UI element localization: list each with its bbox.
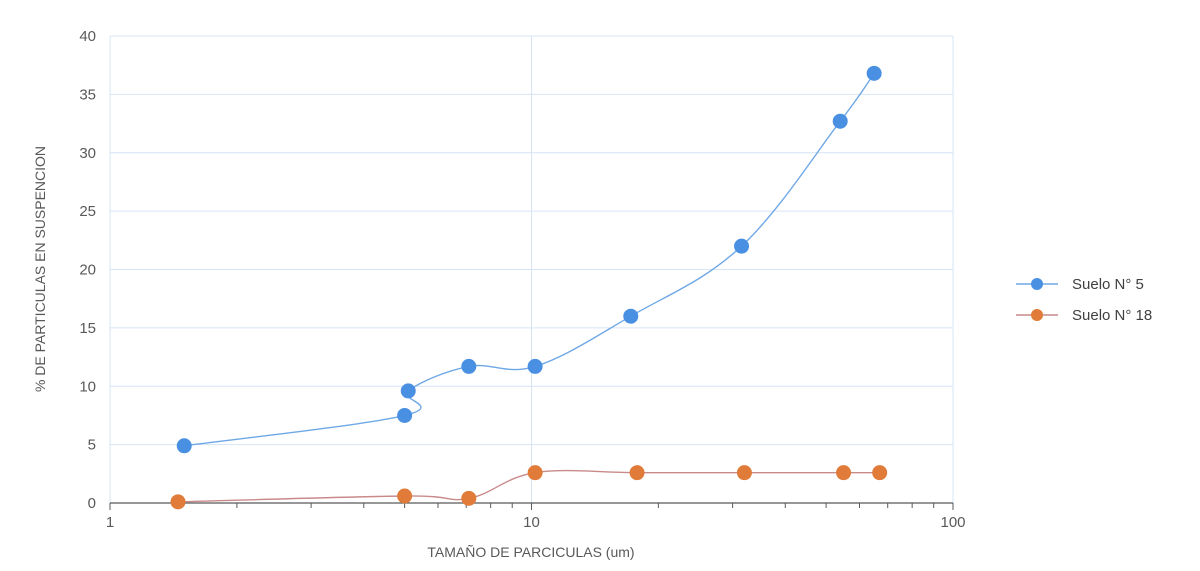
series-1 bbox=[176, 65, 882, 454]
x-tick-label: 10 bbox=[523, 514, 540, 531]
x-tick-label: 100 bbox=[940, 514, 965, 531]
data-point bbox=[623, 308, 639, 324]
y-tick-label: 40 bbox=[79, 28, 96, 45]
data-point bbox=[832, 113, 848, 129]
data-point bbox=[629, 465, 645, 481]
y-tick-label: 10 bbox=[79, 378, 96, 395]
data-point bbox=[866, 65, 882, 81]
y-tick-label: 25 bbox=[79, 203, 96, 220]
data-point bbox=[736, 465, 752, 481]
y-tick-label: 0 bbox=[88, 495, 96, 512]
data-point bbox=[836, 465, 852, 481]
data-point bbox=[170, 494, 186, 510]
data-point bbox=[176, 438, 192, 454]
data-point bbox=[400, 383, 416, 399]
y-tick-label: 15 bbox=[79, 320, 96, 337]
legend-entry: Suelo N° 18 bbox=[1016, 307, 1152, 324]
legend-marker bbox=[1031, 309, 1043, 321]
data-point bbox=[527, 358, 543, 374]
series-line bbox=[184, 72, 875, 447]
data-point bbox=[397, 407, 413, 423]
y-axis-title: % DE PARTICULAS EN SUSPENCION bbox=[32, 146, 48, 392]
y-tick-label: 35 bbox=[79, 86, 96, 103]
x-tick-label: 1 bbox=[106, 514, 114, 531]
legend-entry: Suelo N° 5 bbox=[1016, 276, 1144, 293]
axes: 0 5 10 15 20 25 30 35 40 1 10 100 bbox=[79, 28, 965, 531]
data-point bbox=[734, 238, 750, 254]
data-point bbox=[872, 465, 888, 481]
series bbox=[170, 65, 888, 510]
series-line bbox=[177, 469, 880, 503]
legend-label: Suelo N° 18 bbox=[1072, 307, 1152, 324]
y-tick-label: 20 bbox=[79, 262, 96, 279]
data-point bbox=[397, 488, 413, 504]
data-point bbox=[461, 358, 477, 374]
legend-marker bbox=[1031, 278, 1043, 290]
series-2 bbox=[170, 465, 888, 510]
data-point bbox=[461, 490, 477, 506]
y-tick-label: 30 bbox=[79, 145, 96, 162]
data-point bbox=[527, 465, 543, 481]
x-axis-title: TAMAÑO DE PARCICULAS (um) bbox=[427, 544, 634, 560]
grid bbox=[109, 35, 954, 503]
y-tick-label: 5 bbox=[88, 437, 96, 454]
legend: Suelo N° 5 Suelo N° 18 bbox=[1016, 276, 1152, 324]
legend-label: Suelo N° 5 bbox=[1072, 276, 1144, 293]
